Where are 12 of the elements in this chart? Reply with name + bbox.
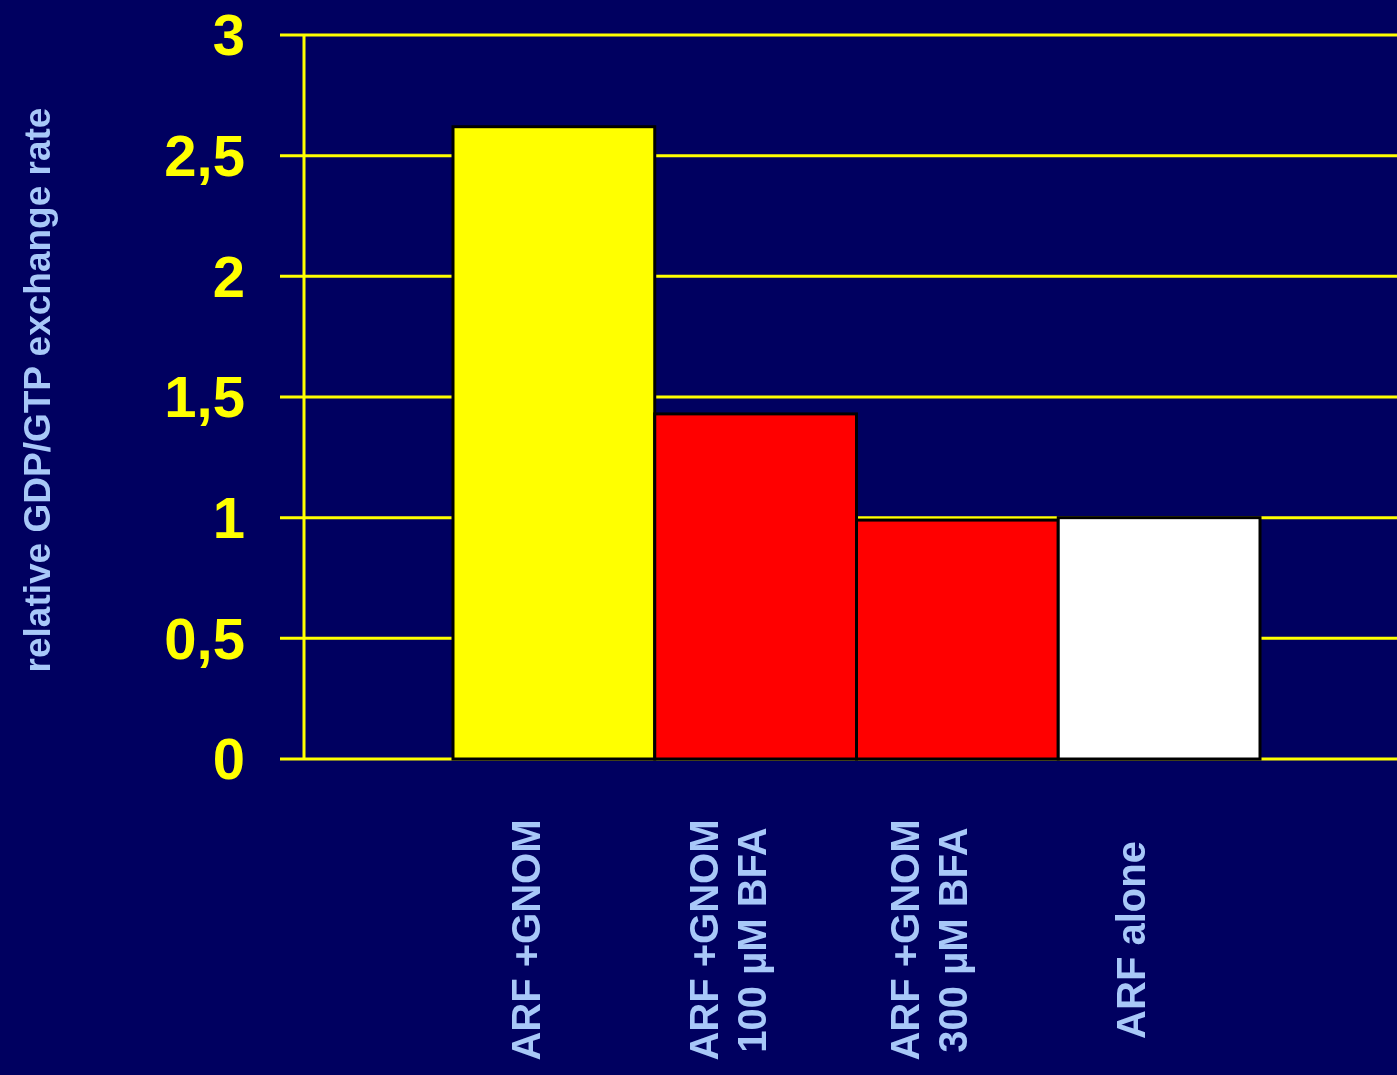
x-tick-label: ARF +GNOM (503, 819, 548, 1061)
y-tick-label: 1,5 (164, 364, 245, 430)
y-tick-label: 0 (212, 726, 245, 792)
y-tick-label: 2,5 (164, 122, 245, 188)
y-axis-title: relative GDP/GTP exchange rate (17, 107, 58, 673)
y-tick-label: 2 (212, 243, 245, 309)
x-tick-label: ARF +GNOM 300 µM BFA (883, 819, 976, 1061)
x-tick-label: ARF alone (1109, 841, 1154, 1039)
y-tick-label: 3 (212, 2, 245, 68)
x-tick-label: ARF +GNOM 100 µM BFA (681, 819, 774, 1061)
y-tick-label: 1 (212, 484, 245, 550)
y-tick-label: 0,5 (164, 605, 245, 671)
